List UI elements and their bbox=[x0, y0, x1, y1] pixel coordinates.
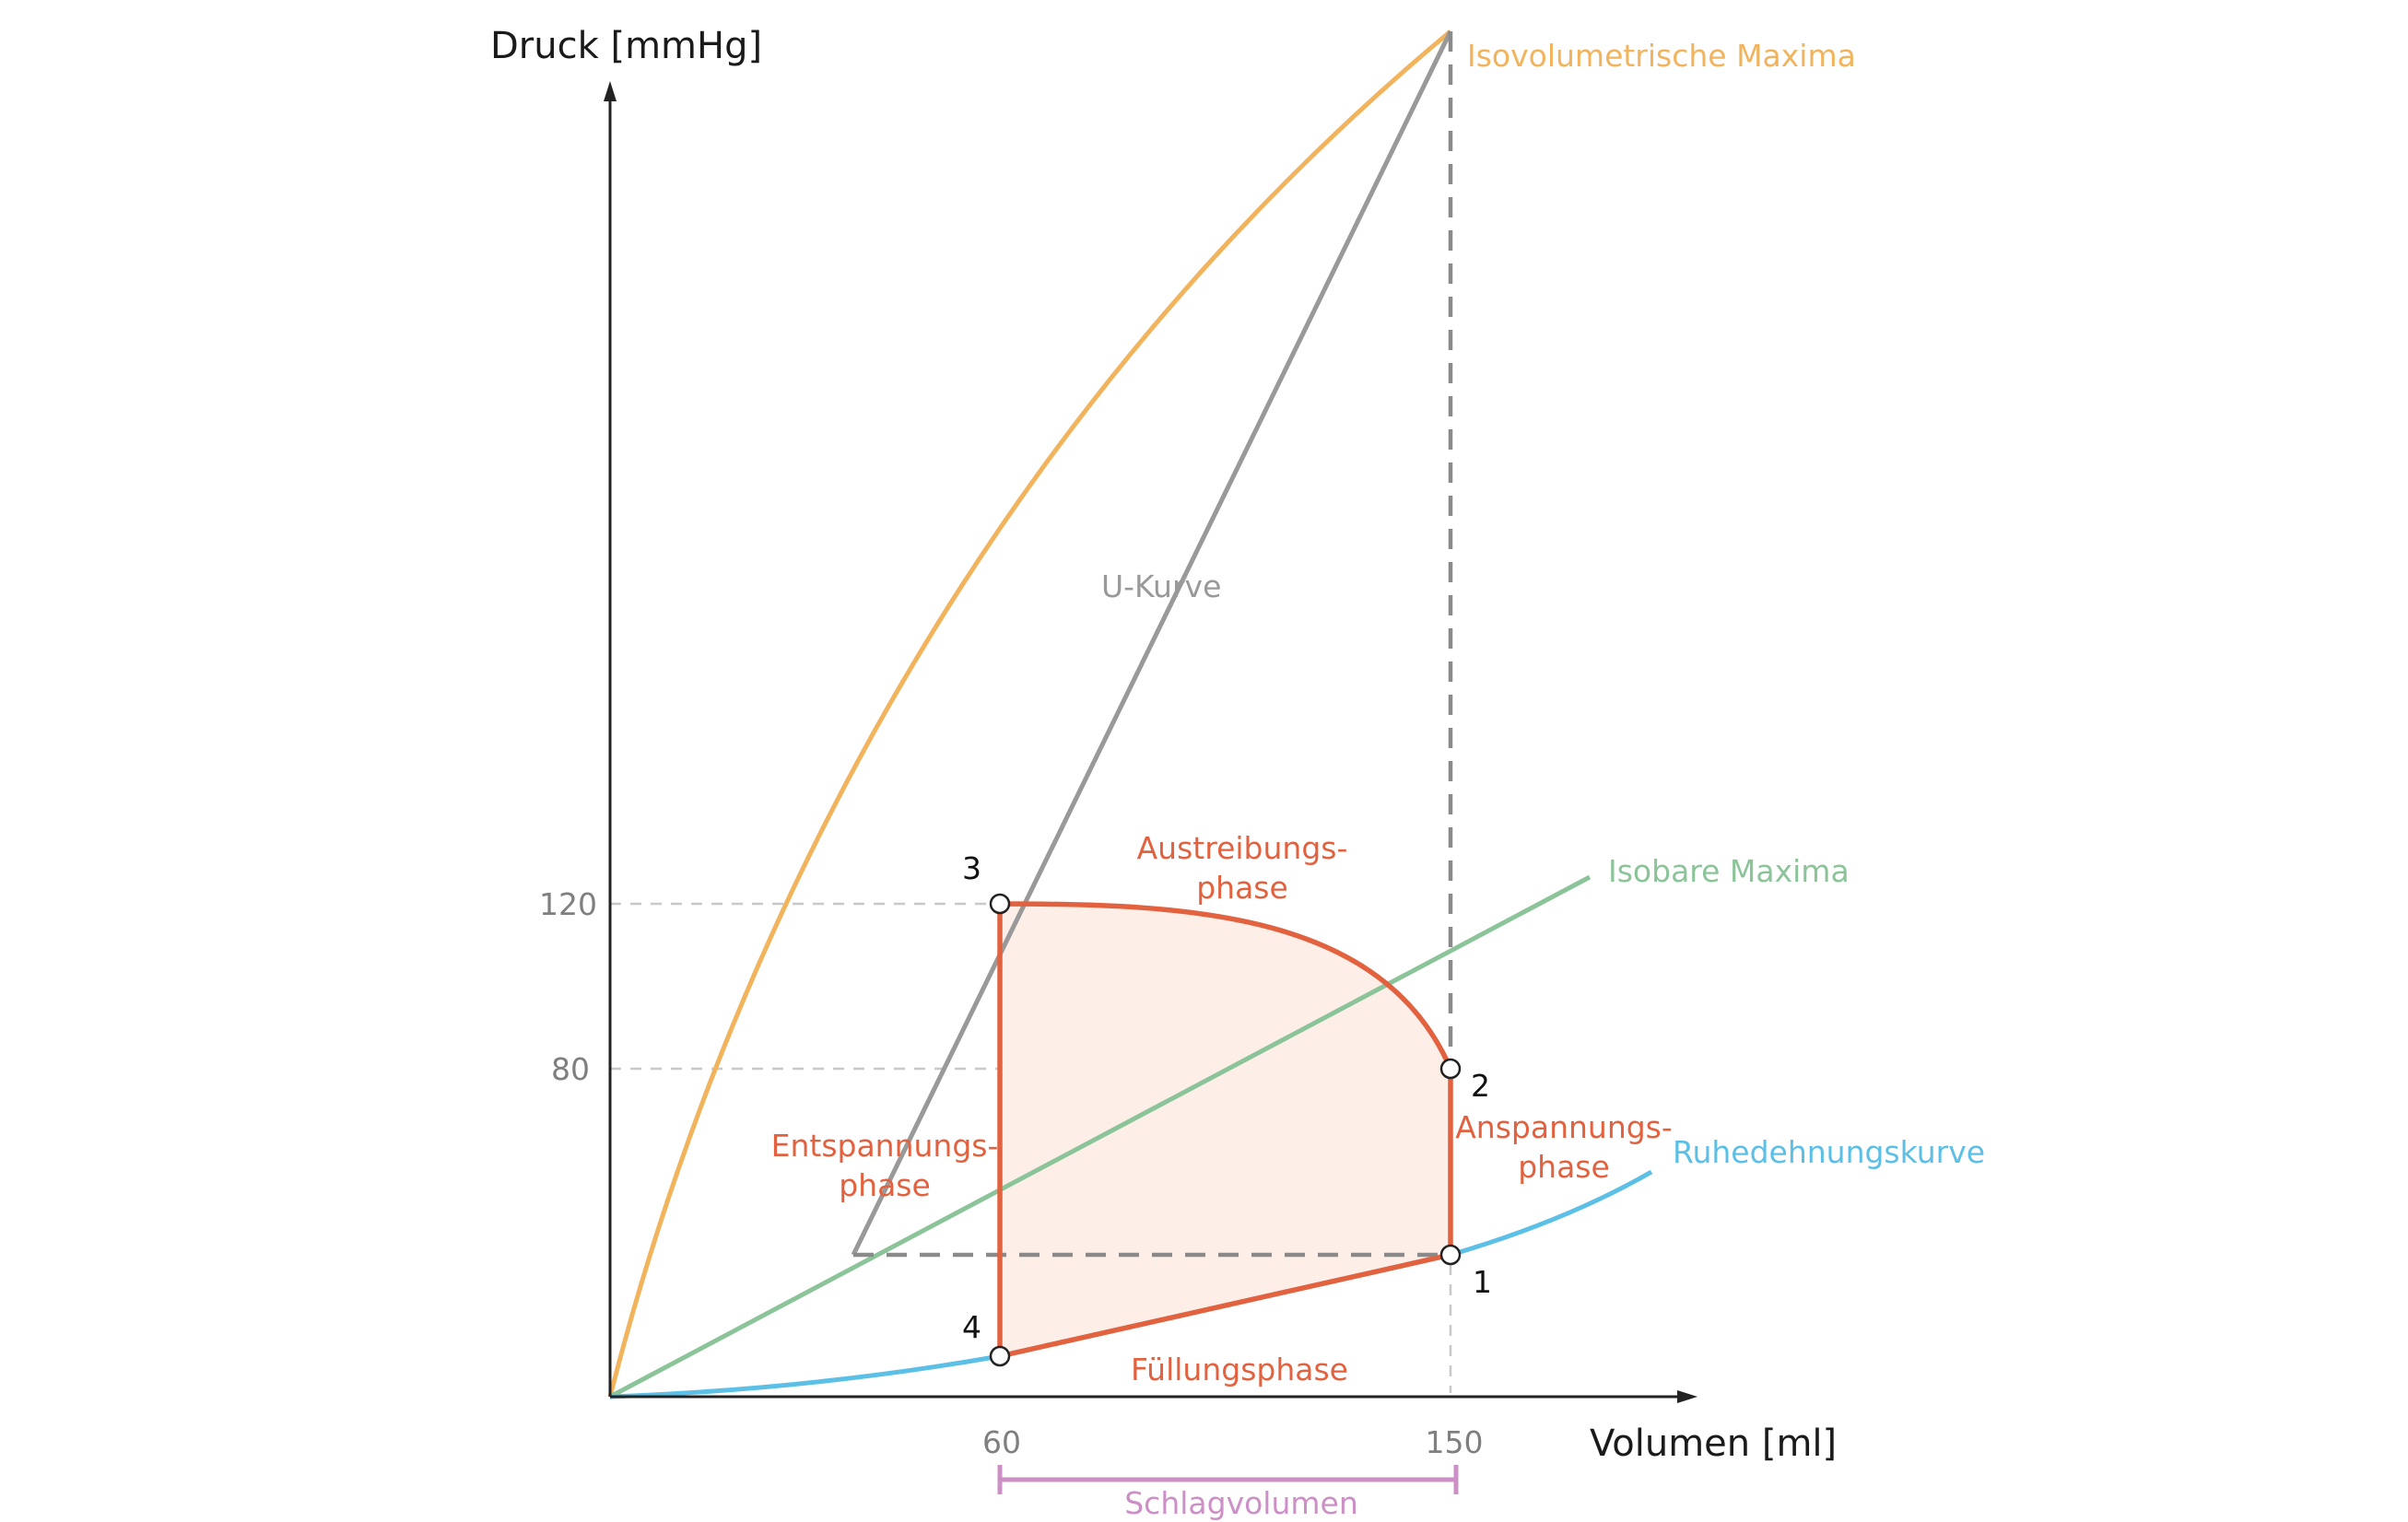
ejection-phase-label-line1: Austreibungs- bbox=[1137, 830, 1348, 866]
isovolumetric-maxima-curve bbox=[607, 29, 1452, 1398]
u-curve-label: U-Kurve bbox=[1101, 568, 1221, 604]
point-4-marker bbox=[989, 1345, 1011, 1367]
point-1-label: 1 bbox=[1473, 1264, 1492, 1300]
x-axis-title: Volumen [ml] bbox=[1590, 1422, 1837, 1465]
ejection-phase-label-line2: phase bbox=[1196, 870, 1288, 906]
rest-curve-label: Ruhedehnungskurve bbox=[1673, 1134, 1985, 1170]
y-axis-title: Druck [mmHg] bbox=[490, 25, 762, 67]
y-tick-120: 120 bbox=[539, 886, 597, 922]
y-tick-80: 80 bbox=[551, 1051, 590, 1087]
x-tick-150: 150 bbox=[1426, 1424, 1484, 1460]
isobaric-maxima-label: Isobare Maxima bbox=[1608, 853, 1850, 889]
x-axis-arrow bbox=[1677, 1390, 1697, 1403]
isobaric-maxima-line bbox=[608, 874, 1592, 1399]
relaxation-phase-label-line2: phase bbox=[839, 1167, 931, 1203]
point-3-label: 3 bbox=[962, 850, 981, 886]
contraction-phase-label-line1: Anspannungs- bbox=[1455, 1109, 1673, 1145]
point-2-marker bbox=[1439, 1058, 1462, 1080]
point-3-marker bbox=[989, 893, 1011, 915]
u-curve-line bbox=[851, 29, 1453, 1257]
pv-loop-fill bbox=[1000, 904, 1451, 1356]
point-1-marker bbox=[1439, 1244, 1462, 1266]
stroke-volume-label: Schlagvolumen bbox=[1124, 1485, 1358, 1521]
isovolumetric-maxima-label: Isovolumetrische Maxima bbox=[1467, 38, 1856, 74]
contraction-phase-label-line2: phase bbox=[1518, 1149, 1610, 1185]
filling-phase-label: Füllungsphase bbox=[1131, 1352, 1348, 1387]
point-2-label: 2 bbox=[1471, 1068, 1490, 1104]
point-4-label: 4 bbox=[962, 1309, 981, 1345]
relaxation-phase-label-line1: Entspannungs- bbox=[771, 1128, 999, 1164]
y-axis-arrow bbox=[604, 81, 617, 101]
x-tick-60: 60 bbox=[982, 1424, 1021, 1460]
